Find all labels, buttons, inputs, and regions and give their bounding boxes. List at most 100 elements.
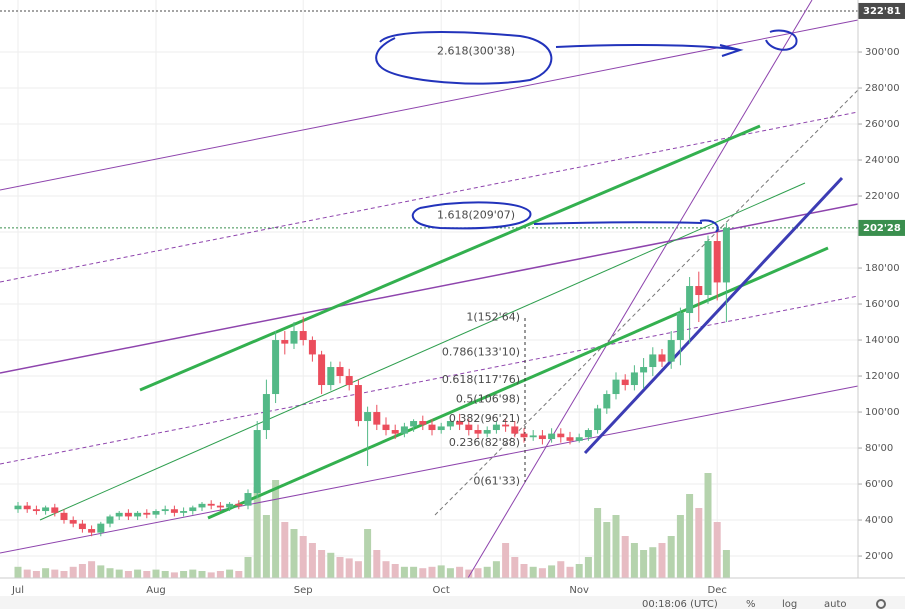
settings-icon[interactable] [876,599,886,609]
volume-bar [492,561,500,578]
volume-bar [428,566,436,578]
log-button[interactable]: log [782,599,797,610]
volume-bar [354,561,362,578]
volume-bar [290,529,298,578]
volume-bar [713,522,721,578]
x-tick-label: Sep [294,585,313,596]
fib-label: 0.5(106'98) [456,392,520,405]
candle-body [115,512,123,517]
candle-body [575,437,583,441]
hand-circle [375,31,553,85]
candle-body [437,426,445,431]
volume-bar [548,565,556,578]
volume-bar [667,536,675,578]
candle-body [640,367,648,373]
candle-body [722,227,730,283]
candle-body [51,507,59,513]
percent-button[interactable]: % [746,599,756,610]
volume-bar [115,569,123,578]
candle-body [557,433,565,438]
fib-label: 0.382(96'21) [449,412,520,425]
volume-layer [14,473,730,578]
x-tick-label: Jul [11,585,24,596]
candle-body [134,512,142,517]
candle-body [345,376,353,386]
volume-bar [345,558,353,578]
fib-label: 0.786(133'10) [442,345,520,358]
volume-bar [612,515,620,578]
y-tick-label: 140'00 [865,335,900,346]
candle-body [244,493,252,506]
volume-bar [474,568,482,578]
volume-bar [649,547,657,578]
candle-body [170,509,178,513]
trend-line [0,385,859,554]
volume-bar [722,550,730,578]
candle-body [492,424,500,431]
volume-bar [704,473,712,578]
volume-bar [69,566,77,578]
trend-line [0,111,859,283]
candle-body [695,286,703,296]
y-tick-label: 80'00 [865,443,893,454]
volume-bar [584,557,592,578]
candle-body [336,367,344,377]
y-tick-label: 240'00 [865,155,900,166]
trend-line [39,182,806,521]
volume-bar [603,522,611,578]
candle-body [520,433,528,438]
volume-bar [391,564,399,578]
candle-body [327,367,335,386]
volume-bar [281,522,289,578]
volume-bar [207,572,215,578]
volume-bar [78,564,86,578]
y-tick-label: 60'00 [865,479,893,490]
volume-bar [161,571,169,578]
candle-body [124,512,132,517]
volume-bar [557,561,565,578]
candle-body [419,421,427,425]
volume-bar [529,566,537,578]
fib-label: 0.618(117'76) [442,373,520,386]
y-tick-label: 300'00 [865,47,900,58]
volume-bar [410,566,418,578]
candle-body [78,523,86,530]
candle-body [23,505,31,510]
volume-bar [686,494,694,578]
volume-bar [60,571,68,578]
volume-bar [437,565,445,578]
x-tick-label: Nov [569,585,589,596]
candle-body [32,509,40,512]
volume-bar [336,557,344,578]
y-tick-label: 120'00 [865,371,900,382]
extension-label: 1.618(209'07) [437,209,515,222]
volume-bar [170,572,178,578]
volume-bar [42,568,50,578]
candle-body [658,354,666,362]
auto-button[interactable]: auto [824,599,847,610]
volume-bar [253,487,261,578]
volume-bar [143,571,151,578]
candle-body [474,430,482,434]
volume-bar [575,564,583,578]
volume-bar [226,569,234,578]
volume-bar [483,566,491,578]
candle-body [594,408,602,431]
candle-body [299,331,307,341]
candle-body [428,424,436,431]
trend-line [139,124,761,392]
candle-body [88,529,96,533]
volume-bar [97,565,105,578]
trend-line [583,176,844,455]
candle-body [272,340,280,395]
candle-body [400,426,408,434]
volume-bar [272,480,280,578]
volume-bar [382,561,390,578]
trend-line [434,89,859,516]
hand-circle [765,29,798,51]
volume-bar [658,543,666,578]
volume-bar [51,569,59,578]
price-marker [858,219,905,236]
candle-body [456,421,464,425]
y-tick-label: 220'00 [865,191,900,202]
